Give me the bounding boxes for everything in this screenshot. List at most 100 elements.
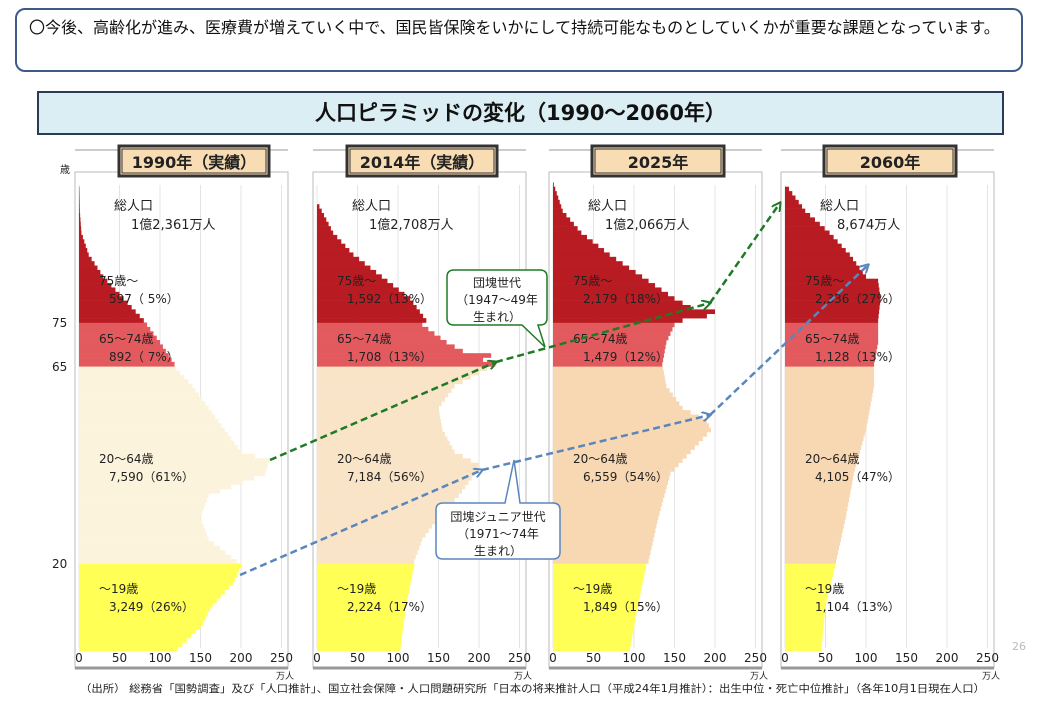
age-bar-104 — [785, 191, 793, 196]
age-bar-35 — [785, 493, 850, 498]
group-label: 75歳〜 — [337, 274, 376, 288]
age-bar-40 — [317, 471, 475, 477]
age-bar-71 — [553, 335, 669, 341]
age-bar-78 — [79, 304, 132, 310]
age-bar-8 — [317, 611, 405, 617]
age-bar-1 — [553, 642, 631, 647]
age-bar-84 — [785, 278, 879, 284]
group-label: 65〜74歳 — [573, 332, 628, 346]
age-bar-11 — [317, 598, 407, 604]
age-bar-26 — [79, 532, 207, 538]
year-header — [345, 144, 499, 178]
age-bar-103 — [553, 195, 559, 201]
age-bar-5 — [553, 624, 634, 630]
age-bar-11 — [785, 598, 827, 604]
age-bar-92 — [79, 243, 86, 249]
age-bar-33 — [553, 502, 662, 507]
age-bar-43 — [553, 458, 683, 463]
age-bar-68 — [785, 348, 877, 354]
y-tick-75: 75 — [52, 316, 67, 330]
age-bar-49 — [785, 432, 865, 437]
age-bar-14 — [79, 585, 229, 590]
age-bar-39 — [317, 475, 472, 481]
callout-text: 団塊世代 — [473, 275, 521, 290]
age-bar-24 — [553, 541, 653, 547]
age-bar-48 — [785, 436, 864, 442]
age-bar-61 — [785, 379, 875, 385]
age-bar-57 — [785, 396, 872, 402]
age-bar-81 — [79, 291, 120, 297]
age-bar-76 — [79, 313, 140, 319]
age-bar-17 — [553, 572, 645, 577]
age-bar-35 — [317, 493, 459, 498]
age-bar-63 — [785, 370, 875, 376]
age-bar-53 — [553, 414, 699, 420]
age-bar-96 — [317, 226, 331, 231]
group-label: 〜19歳 — [805, 582, 844, 596]
age-bar-3 — [317, 633, 403, 639]
age-bar-102 — [79, 199, 80, 205]
age-bar-66 — [553, 357, 664, 363]
age-bar-18 — [317, 567, 414, 573]
age-bar-10 — [79, 602, 213, 608]
age-bar-15 — [785, 580, 831, 586]
age-bar-5 — [785, 624, 824, 630]
age-bar-29 — [785, 519, 845, 525]
age-bar-46 — [785, 445, 862, 450]
group-label: 75歳〜 — [99, 274, 138, 288]
age-bar-34 — [317, 497, 455, 503]
age-bar-103 — [79, 195, 80, 201]
age-bar-46 — [79, 445, 238, 450]
age-bar-74 — [553, 322, 675, 328]
age-bar-89 — [553, 256, 617, 262]
age-bar-52 — [79, 418, 219, 424]
age-bar-15 — [317, 580, 411, 586]
age-bar-53 — [317, 414, 441, 420]
age-bar-106 — [553, 182, 554, 188]
age-bar-100 — [79, 208, 80, 214]
age-bar-22 — [553, 550, 651, 555]
age-bar-40 — [553, 471, 671, 477]
age-bar-26 — [553, 532, 655, 538]
age-bar-81 — [785, 291, 880, 297]
age-bar-74 — [785, 322, 879, 328]
age-bar-53 — [79, 414, 216, 420]
age-bar-53 — [785, 414, 869, 420]
age-bar-50 — [553, 427, 711, 433]
age-bar-27 — [785, 528, 843, 534]
age-bar-66 — [785, 357, 875, 363]
age-bar-6 — [785, 620, 824, 626]
age-bar-24 — [79, 541, 215, 547]
age-bar-95 — [785, 230, 830, 236]
age-bar-14 — [785, 585, 830, 590]
total-value: 8,674万人 — [837, 218, 900, 233]
age-bar-14 — [553, 585, 642, 590]
age-bar-51 — [79, 423, 222, 428]
age-bar-28 — [553, 523, 657, 529]
x-tick: 150 — [427, 651, 450, 665]
age-bar-75 — [317, 318, 427, 323]
age-bar-47 — [317, 440, 450, 446]
y-axis-label: 歳 — [60, 164, 70, 176]
age-bar-0 — [317, 646, 401, 652]
age-bar-97 — [79, 221, 81, 227]
age-bar-12 — [79, 594, 221, 599]
age-bar-7 — [79, 615, 206, 621]
x-tick: 0 — [75, 651, 83, 665]
age-bar-9 — [785, 607, 826, 612]
x-unit: 万人 — [276, 671, 294, 682]
age-bar-52 — [317, 418, 441, 424]
age-bar-44 — [317, 453, 463, 459]
age-bar-81 — [317, 291, 405, 297]
age-bar-18 — [785, 567, 835, 573]
age-bar-47 — [785, 440, 863, 446]
age-bar-19 — [553, 563, 647, 569]
total-label: 総人口 — [820, 199, 859, 214]
age-bar-4 — [317, 629, 403, 634]
age-bar-11 — [79, 598, 217, 604]
age-bar-6 — [553, 620, 635, 626]
age-bar-25 — [79, 537, 209, 542]
age-bar-87 — [553, 265, 630, 271]
age-bar-33 — [79, 502, 206, 507]
